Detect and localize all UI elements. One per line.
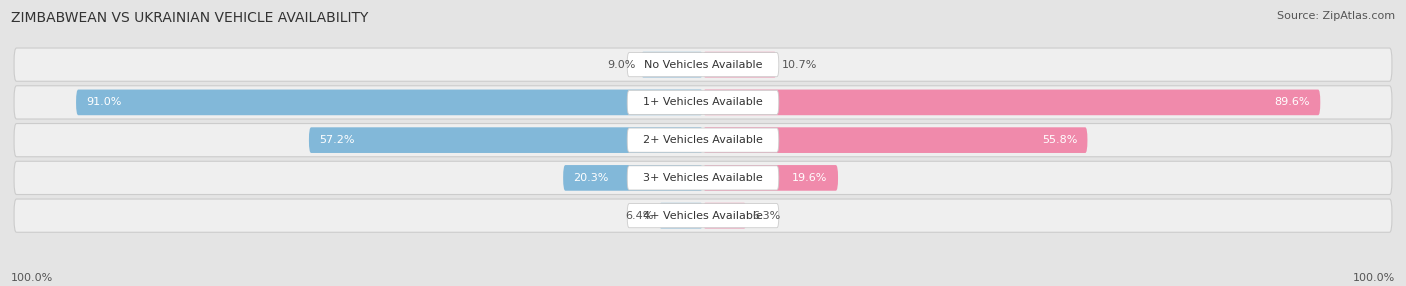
- Text: ZIMBABWEAN VS UKRAINIAN VEHICLE AVAILABILITY: ZIMBABWEAN VS UKRAINIAN VEHICLE AVAILABI…: [11, 11, 368, 25]
- Text: 100.0%: 100.0%: [11, 273, 53, 283]
- FancyBboxPatch shape: [703, 127, 1087, 153]
- FancyBboxPatch shape: [14, 48, 1392, 81]
- Text: 100.0%: 100.0%: [1353, 273, 1395, 283]
- FancyBboxPatch shape: [76, 90, 703, 115]
- FancyBboxPatch shape: [627, 166, 779, 190]
- FancyBboxPatch shape: [703, 90, 1320, 115]
- FancyBboxPatch shape: [627, 204, 779, 228]
- Text: 10.7%: 10.7%: [782, 60, 818, 69]
- FancyBboxPatch shape: [703, 52, 776, 78]
- Text: 9.0%: 9.0%: [607, 60, 636, 69]
- FancyBboxPatch shape: [14, 124, 1392, 157]
- FancyBboxPatch shape: [703, 203, 747, 229]
- FancyBboxPatch shape: [14, 199, 1392, 232]
- Text: 3+ Vehicles Available: 3+ Vehicles Available: [643, 173, 763, 183]
- Text: 6.4%: 6.4%: [626, 211, 654, 221]
- FancyBboxPatch shape: [659, 203, 703, 229]
- Text: 57.2%: 57.2%: [319, 135, 354, 145]
- Text: 6.3%: 6.3%: [752, 211, 780, 221]
- FancyBboxPatch shape: [564, 165, 703, 191]
- Text: Source: ZipAtlas.com: Source: ZipAtlas.com: [1277, 11, 1395, 21]
- FancyBboxPatch shape: [627, 90, 779, 114]
- Text: 2+ Vehicles Available: 2+ Vehicles Available: [643, 135, 763, 145]
- FancyBboxPatch shape: [309, 127, 703, 153]
- FancyBboxPatch shape: [641, 52, 703, 78]
- FancyBboxPatch shape: [14, 86, 1392, 119]
- FancyBboxPatch shape: [627, 53, 779, 77]
- Text: No Vehicles Available: No Vehicles Available: [644, 60, 762, 69]
- Text: 20.3%: 20.3%: [574, 173, 609, 183]
- FancyBboxPatch shape: [627, 128, 779, 152]
- Text: 89.6%: 89.6%: [1274, 98, 1310, 107]
- Text: 1+ Vehicles Available: 1+ Vehicles Available: [643, 98, 763, 107]
- FancyBboxPatch shape: [703, 165, 838, 191]
- Text: 4+ Vehicles Available: 4+ Vehicles Available: [643, 211, 763, 221]
- FancyBboxPatch shape: [14, 161, 1392, 194]
- Text: 91.0%: 91.0%: [86, 98, 122, 107]
- Text: 55.8%: 55.8%: [1042, 135, 1077, 145]
- Text: 19.6%: 19.6%: [793, 173, 828, 183]
